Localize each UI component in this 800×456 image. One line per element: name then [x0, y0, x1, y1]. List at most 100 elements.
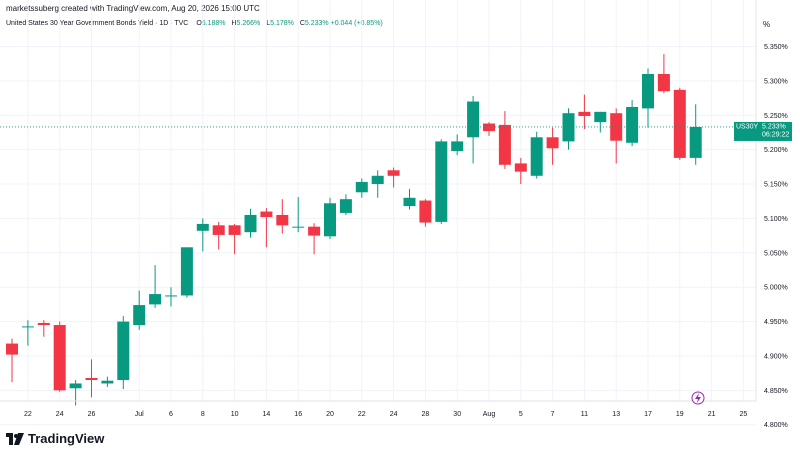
y-tick-label: 4.850%: [764, 388, 788, 395]
x-tick-label: 17: [644, 411, 652, 418]
last-price-tag: US30Y 5.233% 06:29:22: [734, 121, 792, 141]
x-tick-label: 28: [422, 411, 430, 418]
x-tick-label: 6: [169, 411, 173, 418]
candle: [594, 111, 607, 133]
price-tag-countdown: 06:29:22: [762, 131, 789, 138]
candle: [673, 87, 686, 160]
candle-body: [689, 126, 702, 158]
x-tick-label: 26: [88, 411, 96, 418]
candle-body: [562, 113, 575, 142]
legend-high-label: H: [231, 20, 237, 27]
candle-body: [610, 113, 623, 141]
candle: [562, 108, 575, 150]
legend-close-label: C: [299, 20, 305, 27]
legend-open-label: O: [196, 20, 202, 27]
candle-body: [308, 226, 321, 236]
x-tick-label: 7: [551, 411, 555, 418]
candle-body: [260, 211, 273, 218]
candle-body: [69, 383, 82, 389]
legend-change: +0.044 (+0.85%): [330, 20, 383, 27]
x-tick-label: 24: [56, 411, 64, 418]
candles-layer: [6, 54, 702, 406]
candle: [196, 218, 209, 252]
candle: [530, 131, 543, 179]
candle-body: [451, 141, 464, 152]
y-tick-label: 5.050%: [764, 250, 788, 257]
candle: [467, 96, 480, 164]
candle: [657, 54, 670, 94]
x-tick-label: 14: [263, 411, 271, 418]
candle: [324, 197, 336, 240]
chart-grid: [0, 0, 756, 426]
candle: [498, 111, 511, 169]
y-tick-label: 5.300%: [764, 78, 788, 85]
candle: [85, 359, 98, 398]
candle-body: [133, 305, 146, 326]
candle-body: [196, 223, 209, 231]
candle: [180, 247, 193, 298]
attribution-text: marketssuberg created with TradingView.c…: [6, 4, 260, 13]
candle: [308, 223, 321, 255]
candle-body: [292, 226, 305, 228]
x-tick-label: 13: [612, 411, 620, 418]
candle-body: [85, 377, 98, 381]
x-tick-label: 5: [519, 411, 523, 418]
candle: [292, 197, 305, 233]
candle: [6, 338, 18, 383]
lightning-icon[interactable]: [691, 391, 705, 405]
candle: [610, 108, 623, 164]
percent-axis-toggle[interactable]: %: [763, 20, 771, 29]
x-tick-label: 8: [201, 411, 205, 418]
x-tick-label: 20: [326, 411, 334, 418]
candle-body: [117, 321, 130, 381]
candle-body: [355, 181, 368, 193]
candle-body: [6, 343, 18, 355]
candle: [244, 208, 257, 238]
candle: [228, 223, 241, 255]
candle-body: [212, 225, 225, 235]
candle: [37, 320, 50, 337]
candle-body: [324, 203, 336, 237]
x-tick-label: 16: [294, 411, 302, 418]
candle: [371, 170, 384, 198]
candle-body: [435, 141, 448, 222]
candle-body: [419, 200, 432, 223]
legend-low-label: L: [266, 20, 271, 27]
candle: [642, 68, 654, 128]
x-tick-label: 11: [581, 411, 588, 418]
candle: [483, 122, 495, 136]
x-tick-label: 22: [358, 411, 366, 418]
candle: [626, 100, 639, 147]
candle: [689, 104, 702, 165]
candle-body: [578, 111, 591, 116]
candle: [117, 316, 130, 389]
candle-body: [387, 170, 400, 176]
candle: [149, 265, 162, 308]
candle-body: [53, 325, 66, 391]
tradingview-brand[interactable]: TradingView: [6, 431, 104, 446]
x-tick-label: 30: [453, 411, 461, 418]
candle-body: [165, 295, 177, 297]
y-tick-label: 5.200%: [764, 147, 788, 154]
candle-body: [21, 326, 34, 328]
candle: [339, 194, 352, 215]
price-tag-price: 5.233%: [762, 123, 786, 130]
candle-body: [180, 247, 193, 296]
y-tick-label: 4.800%: [764, 422, 788, 429]
candle: [212, 221, 225, 250]
candle-body: [594, 111, 607, 123]
y-tick-label: 5.100%: [764, 216, 788, 223]
legend-close-value: 5.233%: [304, 20, 329, 27]
candle: [355, 178, 368, 198]
x-tick-label: 21: [708, 411, 716, 418]
candle: [578, 94, 591, 130]
price-tag-symbol: US30Y: [736, 123, 759, 130]
candle-body: [514, 163, 527, 172]
candle: [387, 167, 400, 188]
candle-body: [37, 322, 50, 326]
candle-body: [626, 107, 639, 143]
candle: [21, 320, 34, 346]
candle-body: [339, 199, 352, 213]
candle: [69, 380, 82, 406]
